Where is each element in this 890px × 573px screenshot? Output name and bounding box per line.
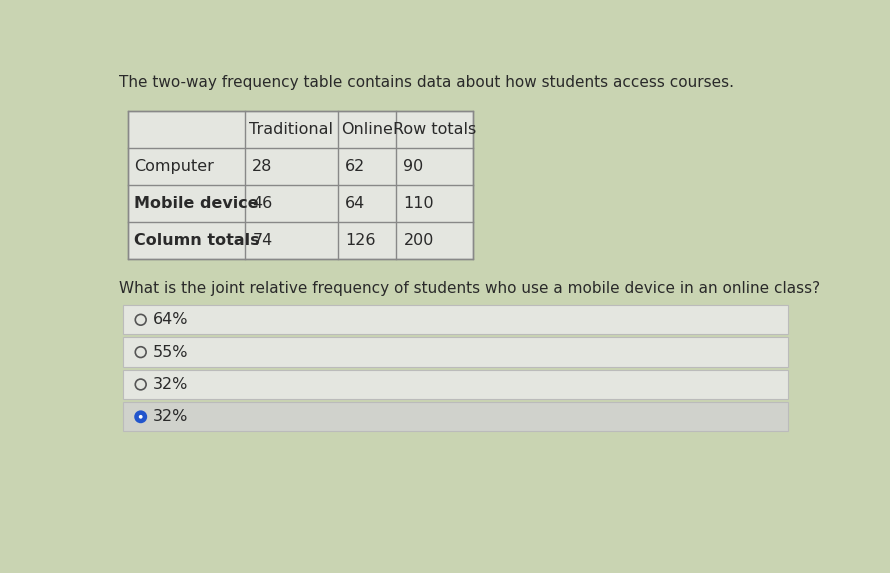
Text: The two-way frequency table contains data about how students access courses.: The two-way frequency table contains dat… [119, 75, 734, 90]
Text: 200: 200 [403, 233, 433, 248]
Text: 64%: 64% [153, 312, 189, 327]
Bar [128, 111, 473, 259]
Bar [123, 305, 788, 335]
Text: Computer: Computer [134, 159, 214, 174]
Text: 62: 62 [345, 159, 366, 174]
Circle shape [139, 415, 142, 419]
Text: What is the joint relative frequency of students who use a mobile device in an o: What is the joint relative frequency of … [119, 281, 820, 296]
Text: Online: Online [341, 122, 392, 137]
Text: Column totals: Column totals [134, 233, 260, 248]
Text: 126: 126 [345, 233, 376, 248]
Text: 74: 74 [252, 233, 272, 248]
Text: Traditional: Traditional [249, 122, 333, 137]
Text: 32%: 32% [153, 377, 189, 392]
Bar [123, 370, 788, 399]
Bar [123, 402, 788, 431]
Text: Mobile device: Mobile device [134, 196, 259, 211]
Circle shape [135, 411, 146, 422]
Text: 110: 110 [403, 196, 434, 211]
Text: 32%: 32% [153, 409, 189, 424]
Text: 46: 46 [252, 196, 272, 211]
Text: Row totals: Row totals [392, 122, 476, 137]
Text: 90: 90 [403, 159, 424, 174]
Text: 28: 28 [252, 159, 272, 174]
Text: 55%: 55% [153, 344, 189, 360]
Text: 64: 64 [345, 196, 366, 211]
Bar [123, 337, 788, 367]
